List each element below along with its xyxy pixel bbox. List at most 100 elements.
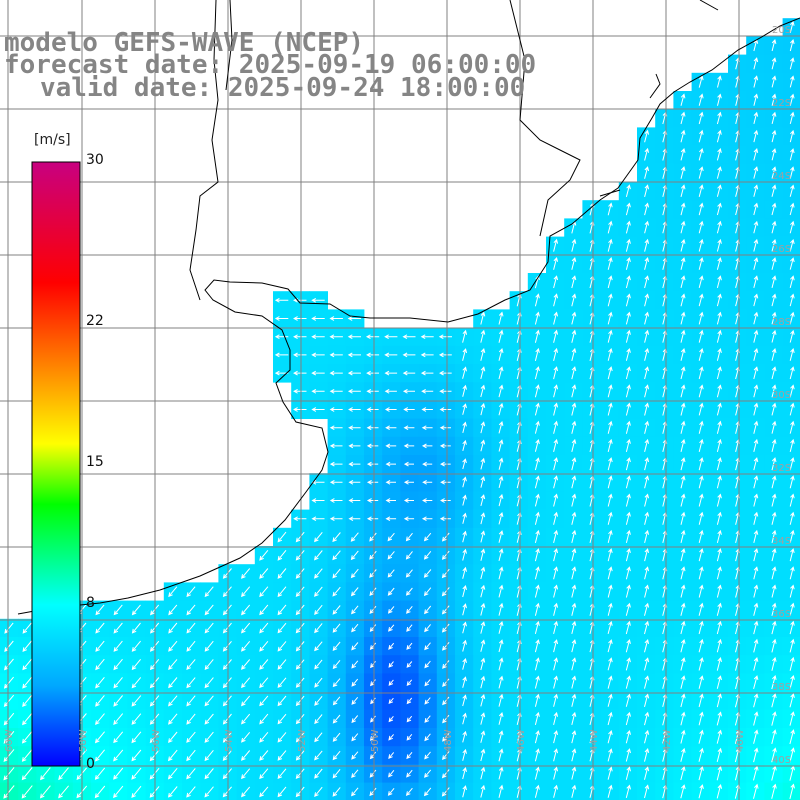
wind-arrow bbox=[771, 293, 777, 307]
wind-arrow bbox=[698, 220, 704, 234]
wind-arrow bbox=[329, 370, 343, 376]
wind-arrow bbox=[571, 311, 577, 325]
wind-arrow bbox=[698, 129, 704, 143]
wind-arrow bbox=[716, 475, 722, 489]
wind-arrow bbox=[644, 202, 650, 216]
latitude-label: 32S bbox=[772, 463, 791, 474]
wind-arrow bbox=[498, 439, 504, 452]
wind-arrow bbox=[439, 443, 451, 449]
wind-arrow bbox=[644, 475, 650, 489]
wind-arrow bbox=[716, 238, 722, 252]
latitude-label: 38S bbox=[772, 682, 791, 693]
wind-arrows bbox=[3, 20, 795, 800]
wind-arrow bbox=[753, 438, 759, 453]
longitude-label: 54W bbox=[224, 729, 235, 752]
wind-arrow bbox=[421, 443, 433, 449]
longitude-label: 42W bbox=[662, 729, 673, 752]
wind-arrow bbox=[771, 38, 777, 52]
wind-arrow bbox=[403, 443, 415, 449]
wind-arrow bbox=[384, 334, 398, 340]
wind-arrow bbox=[553, 438, 559, 453]
wind-arrow bbox=[789, 402, 795, 416]
latitude-label: 26S bbox=[772, 244, 791, 255]
wind-arrow bbox=[571, 420, 577, 434]
wind-arrow bbox=[753, 347, 759, 361]
wind-arrow bbox=[644, 147, 650, 161]
wind-arrow bbox=[680, 111, 686, 125]
wind-arrow bbox=[753, 257, 759, 270]
wind-arrow bbox=[771, 111, 777, 125]
wind-arrow bbox=[534, 329, 540, 343]
wind-arrow bbox=[480, 421, 486, 434]
wind-arrow bbox=[348, 479, 361, 485]
wind-arrow bbox=[789, 166, 795, 179]
wind-arrow bbox=[789, 457, 795, 471]
wind-arrow bbox=[607, 220, 613, 234]
wind-arrow bbox=[293, 316, 307, 321]
wind-arrow bbox=[384, 407, 397, 412]
wind-arrow bbox=[771, 475, 777, 489]
wind-arrow bbox=[771, 239, 777, 252]
wind-arrow bbox=[716, 275, 722, 289]
wind-arrow bbox=[789, 257, 795, 270]
wind-arrow bbox=[698, 93, 704, 106]
wind-arrow bbox=[329, 443, 343, 449]
wind-arrow bbox=[553, 238, 559, 252]
wind-arrow bbox=[771, 457, 777, 471]
wind-arrow bbox=[421, 407, 433, 412]
longitude-label: 44W bbox=[589, 729, 600, 752]
wind-arrow bbox=[753, 402, 759, 416]
wind-arrow bbox=[698, 166, 704, 179]
wind-arrow bbox=[625, 311, 631, 325]
wind-arrow bbox=[716, 366, 722, 380]
wind-arrow bbox=[498, 475, 504, 489]
wind-arrow bbox=[716, 129, 722, 143]
wind-arrow bbox=[607, 402, 613, 416]
wind-arrow bbox=[498, 457, 504, 470]
wind-arrow bbox=[607, 475, 613, 489]
wind-arrow bbox=[753, 220, 759, 234]
wind-arrow bbox=[789, 220, 795, 234]
wind-arrow bbox=[366, 352, 380, 358]
wind-arrow bbox=[698, 184, 704, 198]
wind-arrow bbox=[329, 479, 343, 485]
wind-arrow bbox=[716, 311, 722, 325]
wind-arrow bbox=[698, 257, 704, 270]
wind-arrow bbox=[403, 461, 414, 467]
wind-arrow bbox=[385, 461, 396, 467]
wind-arrow bbox=[571, 384, 577, 398]
wind-arrow bbox=[625, 366, 631, 380]
wind-arrow bbox=[625, 256, 631, 270]
wind-arrow bbox=[480, 439, 486, 452]
wind-arrow bbox=[311, 334, 325, 340]
wind-arrow bbox=[365, 334, 380, 340]
wind-arrow bbox=[771, 438, 777, 453]
wind-arrow bbox=[789, 366, 795, 380]
wind-arrow bbox=[753, 420, 759, 434]
wind-arrow bbox=[462, 366, 467, 379]
wind-arrow bbox=[440, 461, 451, 467]
wind-arrow bbox=[439, 425, 451, 431]
wind-arrow bbox=[644, 420, 650, 434]
wind-arrow bbox=[698, 275, 704, 289]
wind-arrow bbox=[366, 479, 379, 485]
wind-arrow bbox=[420, 370, 434, 376]
wind-arrow bbox=[717, 93, 722, 106]
wind-arrow bbox=[347, 352, 361, 358]
wind-arrow bbox=[644, 347, 650, 361]
wind-arrow bbox=[789, 475, 795, 489]
wind-arrow bbox=[534, 366, 540, 380]
wind-arrow bbox=[422, 461, 433, 467]
wind-arrow bbox=[534, 293, 540, 307]
wind-arrow bbox=[402, 370, 416, 376]
wind-arrow bbox=[680, 311, 686, 325]
wind-arrow bbox=[571, 457, 577, 471]
wind-arrow bbox=[366, 388, 379, 394]
wind-arrow bbox=[753, 457, 759, 471]
wind-arrow bbox=[680, 129, 686, 143]
wind-arrow bbox=[789, 184, 795, 197]
wind-arrow bbox=[789, 275, 795, 289]
wind-arrow bbox=[311, 407, 325, 412]
wind-arrow bbox=[771, 57, 777, 70]
